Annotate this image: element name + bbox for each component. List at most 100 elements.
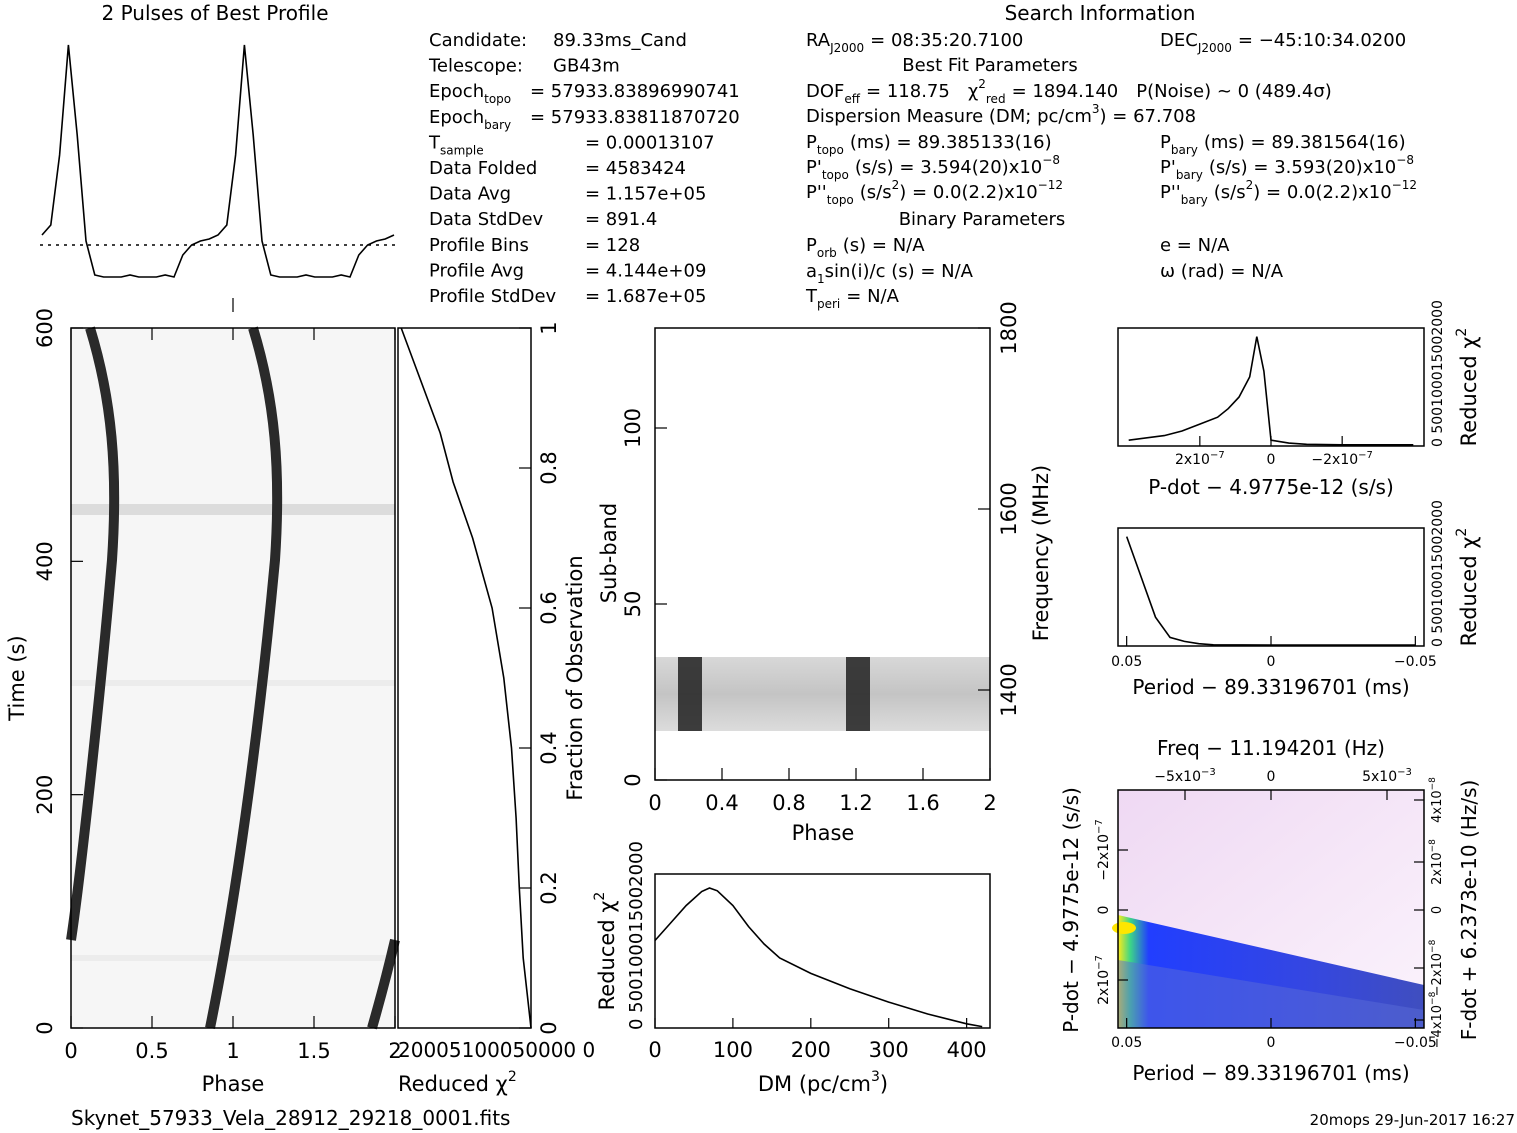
info-row-value: = 0.00013107 — [585, 132, 715, 153]
pp-right-tick-exp: −8 — [1428, 939, 1438, 953]
chi-sub: red — [986, 92, 1006, 106]
dm-xlabel: DM (pc/cm — [758, 1072, 871, 1096]
dm-xtick-label: 200 — [791, 1038, 831, 1062]
pp-ytick-base: −2x10 — [1096, 834, 1112, 881]
pp-right-tick-label: 0 — [1430, 906, 1445, 914]
chi-label: χ — [968, 81, 978, 102]
time-phase-plot: 0 0.5 1 1.5 2 0 200 400 600 Time (s) Phase — [5, 298, 402, 1096]
asini-sub: 1 — [817, 272, 825, 286]
dof-sub: eff — [844, 92, 860, 106]
sb-xtick-label: 0.4 — [705, 791, 738, 815]
info-row: Epochtopo — [429, 81, 511, 106]
fraction-tick-label: 1 — [537, 321, 561, 334]
fraction-tick-label: 0.2 — [537, 871, 561, 904]
info-row-label: Profile Bins — [429, 235, 529, 256]
pdot-xlabel: P-dot − 4.9775e-12 (s/s) — [1148, 475, 1394, 499]
chi-sup: 2 — [978, 77, 986, 91]
pdtopo-sub: topo — [822, 168, 849, 182]
info-row-label: Profile Avg — [429, 260, 524, 281]
pdot-xtick-exp: −7 — [1358, 450, 1373, 461]
pbary-value: (ms) = 89.381564(16) — [1204, 132, 1406, 153]
info-row-label: Candidate: — [429, 30, 527, 51]
footer-filename: Skynet_57933_Vela_28912_29218_0001.fits — [71, 1106, 510, 1130]
pddtopo-sub: topo — [827, 193, 854, 207]
info-row-value: = 891.4 — [585, 209, 657, 230]
tperi-sub: peri — [817, 297, 840, 311]
ra-value: = 08:35:20.7100 — [870, 30, 1023, 51]
fraction-tick-label: 0.8 — [537, 451, 561, 484]
pp-right-tick-label: −4x10−8 — [1428, 991, 1445, 1048]
subband-ylabel: Sub-band — [597, 503, 621, 603]
tp-ytick-label: 400 — [33, 541, 57, 581]
chi-time-xticks: 20005100050000 0 — [398, 1038, 595, 1062]
pulse-track-3 — [367, 938, 400, 1030]
svg-text:DM (pc/cm3): DM (pc/cm3) — [758, 1069, 888, 1096]
info-row: Data StdDev — [429, 209, 544, 230]
pddtopo-label: P'' — [806, 182, 827, 203]
time-ylabel: Time (s) — [5, 635, 29, 721]
dm-ylabel: Reduced χ — [595, 901, 619, 1011]
svg-text:Pbary(ms) = 89.381564(16): Pbary (ms) = 89.381564(16) — [1160, 132, 1406, 157]
subband-fill — [655, 657, 990, 731]
info-row-value: = 4.144e+09 — [585, 260, 706, 281]
time-xlabel: Phase — [202, 1072, 265, 1096]
pddtopo-rest: ) = 0.0(2.2)x10 — [899, 182, 1037, 203]
period-xlabel: Period − 89.33196701 (ms) — [1132, 675, 1409, 699]
pdot-right-label: Reduced χ — [1457, 337, 1481, 447]
dm-sup: 3 — [1092, 102, 1100, 116]
chi-time-curve — [400, 327, 532, 1029]
info-row: Epochbary — [429, 107, 511, 132]
svg-text:RAJ2000= 08:35:20.7100: RAJ2000 = 08:35:20.7100 — [806, 30, 1023, 55]
sb-freq-label: 1400 — [997, 663, 1021, 716]
porb-value: (s) = N/A — [843, 235, 925, 256]
pddbary-sq: 2 — [1246, 178, 1254, 192]
pp-ytick-label: 0 — [1096, 906, 1112, 915]
omega-value: ω (rad) = N/A — [1160, 261, 1284, 282]
info-row: Profile Avg — [429, 260, 524, 281]
tp-xtick-label: 2 — [388, 1039, 401, 1063]
info-row-value: = 1.687e+05 — [585, 286, 706, 307]
fraction-label: Fraction of Observation — [563, 555, 587, 800]
info-row-sub: bary — [484, 118, 511, 132]
svg-text:Reduced χ2: Reduced χ2 — [398, 1069, 517, 1096]
pp-top-tick-label: −5x10−3 — [1154, 767, 1216, 785]
asini-value: sin(i)/c (s) = N/A — [825, 261, 974, 282]
svg-text:P'bary(s/s) = 3.593(20)x10−8: P'bary (s/s) = 3.593(20)x10−8 — [1160, 153, 1414, 182]
info-row-value: = 128 — [585, 235, 640, 256]
pp-ticks: 0.05 0 −0.05−5x10−3 0 5x10−3−2x10−702x10−74x… — [1094, 767, 1445, 1051]
pddbary-rest: ) = 0.0(2.2)x10 — [1253, 182, 1391, 203]
sb-xtick-label: 1.2 — [839, 791, 872, 815]
svg-text:DECJ2000= −45:10:34.0200: DECJ2000 = −45:10:34.0200 — [1160, 30, 1406, 55]
ra-sub: J2000 — [829, 41, 864, 55]
svg-text:Porb(s) = N/A: Porb (s) = N/A — [806, 235, 925, 260]
info-row: Telescope: — [428, 56, 523, 77]
pp-top-tick-exp: −3 — [1201, 767, 1216, 778]
period-right-label: Reduced χ — [1457, 537, 1481, 647]
pp-ytick-base: 2x10 — [1096, 970, 1112, 1005]
info-row-label: Data StdDev — [429, 209, 544, 230]
info-row-label: Epoch — [429, 107, 484, 128]
pdot-xtick-label: −2x10−7 — [1311, 450, 1373, 468]
pdot-right-ticks: 0 500100015002000 — [1430, 300, 1446, 447]
tperi-value: = N/A — [846, 286, 899, 307]
pdtopo-exp: −8 — [1042, 153, 1060, 167]
pp-right-tick-label: 2x10−8 — [1428, 839, 1445, 885]
subband-plot: 0 0.4 0.8 1.2 1.6 2 0 50 100 1400 1600 1800 Sub-ban… — [597, 301, 1053, 845]
tp-xtick-label: 0.5 — [135, 1039, 168, 1063]
pp-right-tick-exp: −8 — [1428, 777, 1438, 791]
frequency-label: Frequency (MHz) — [1029, 465, 1053, 641]
dof-label: DOF — [806, 81, 844, 102]
ptopo-label: P — [806, 132, 817, 153]
pp-band-fade — [1118, 960, 1424, 1028]
dm-xlabel-end: ) — [880, 1072, 888, 1096]
pp-xtick-label: −0.05 — [1394, 1035, 1437, 1051]
dm-xtick-label: 0 — [648, 1038, 661, 1062]
rfi-row — [71, 504, 395, 515]
rfi-row-2 — [71, 680, 395, 686]
sb-ytick-label: 100 — [621, 408, 645, 448]
pdtopo-label: P' — [806, 157, 822, 178]
asini-label: a — [806, 261, 817, 282]
pp-top-tick-exp: −3 — [1397, 767, 1412, 778]
period-xtick-label: 0 — [1267, 654, 1276, 670]
